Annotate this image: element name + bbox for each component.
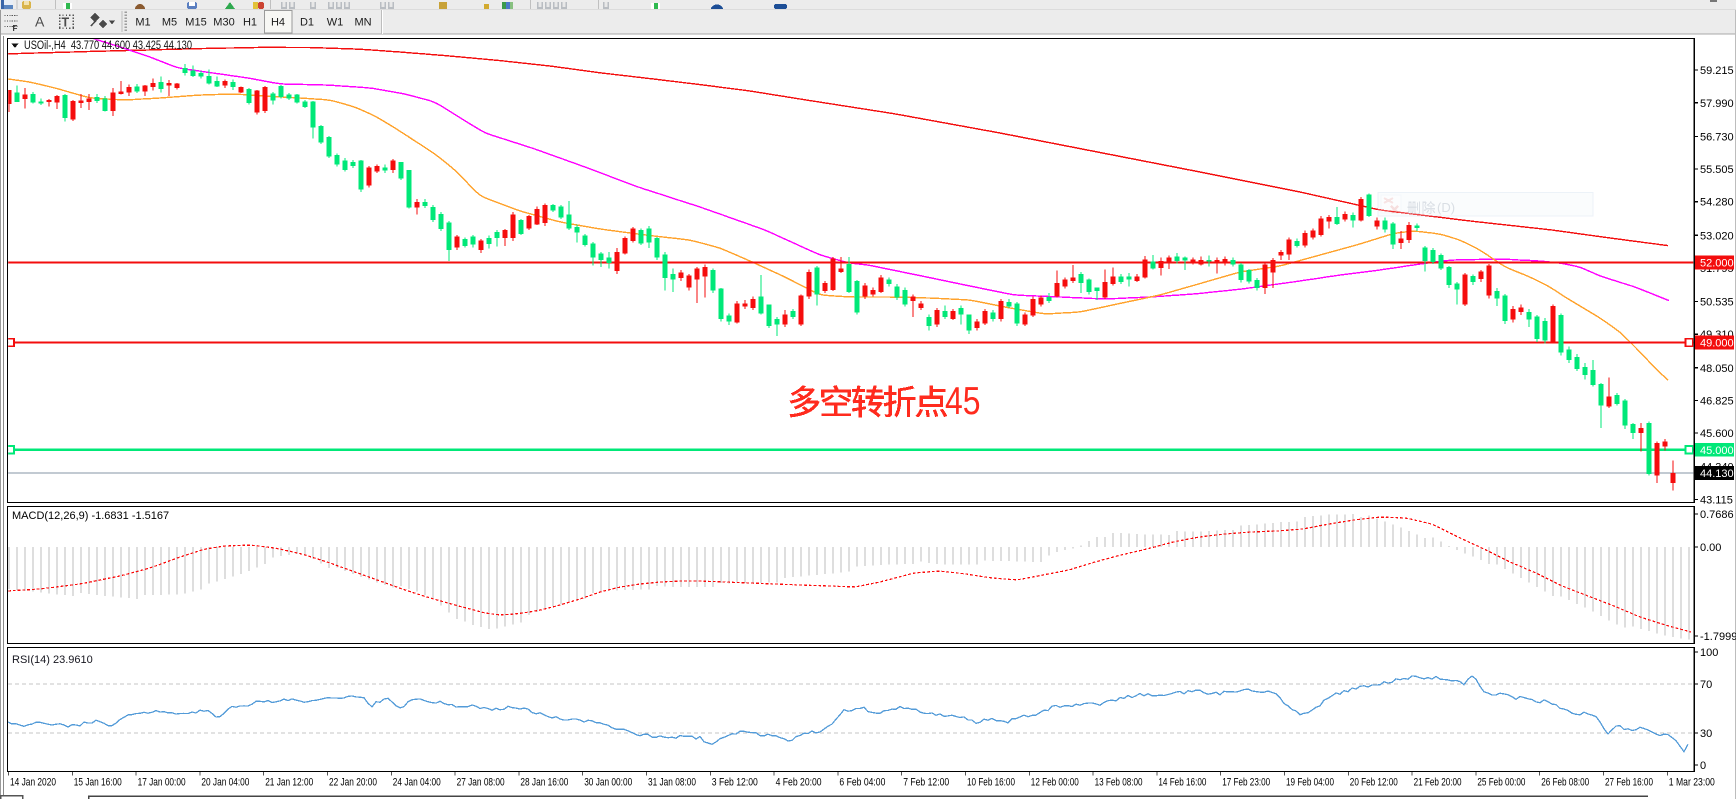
svg-text:D1: D1 bbox=[300, 17, 314, 29]
svg-text:48.050: 48.050 bbox=[1700, 363, 1734, 375]
svg-text:55.505: 55.505 bbox=[1700, 164, 1734, 176]
svg-text:1 Mar 23:00: 1 Mar 23:00 bbox=[1669, 777, 1715, 789]
svg-text:-1.7999: -1.7999 bbox=[1700, 631, 1736, 643]
svg-text:21 Jan 12:00: 21 Jan 12:00 bbox=[265, 777, 313, 789]
svg-text:49.000: 49.000 bbox=[1700, 338, 1734, 350]
svg-text:22 Jan 20:00: 22 Jan 20:00 bbox=[329, 777, 377, 789]
svg-text:RSI(14) 23.9610: RSI(14) 23.9610 bbox=[12, 654, 93, 666]
svg-text:52.000: 52.000 bbox=[1700, 258, 1734, 270]
svg-text:MACD(12,26,9) -1.6831 -1.5167: MACD(12,26,9) -1.6831 -1.5167 bbox=[12, 510, 169, 522]
svg-text:21 Feb 20:00: 21 Feb 20:00 bbox=[1414, 777, 1462, 789]
svg-text:MN: MN bbox=[354, 17, 371, 29]
svg-text:45.000: 45.000 bbox=[1700, 445, 1734, 457]
svg-text:10 Feb 16:00: 10 Feb 16:00 bbox=[967, 777, 1015, 789]
svg-text:M1: M1 bbox=[135, 17, 150, 29]
svg-text:M15: M15 bbox=[185, 17, 206, 29]
svg-text:6 Feb 04:00: 6 Feb 04:00 bbox=[839, 777, 885, 789]
svg-text:44.130: 44.130 bbox=[1700, 468, 1734, 480]
svg-text:M5: M5 bbox=[162, 17, 177, 29]
svg-text:100: 100 bbox=[1700, 647, 1718, 659]
svg-text:30 Jan 00:00: 30 Jan 00:00 bbox=[584, 777, 632, 789]
svg-text:27 Jan 08:00: 27 Jan 08:00 bbox=[457, 777, 505, 789]
svg-text:14 Jan 2020: 14 Jan 2020 bbox=[10, 777, 56, 789]
svg-text:31 Jan 08:00: 31 Jan 08:00 bbox=[648, 777, 696, 789]
svg-text:56.730: 56.730 bbox=[1700, 131, 1734, 143]
svg-text:USOil-,H4 43.770 44.600 43.42: USOil-,H4 43.770 44.600 43.425 44.130 bbox=[24, 40, 192, 52]
svg-text:W1: W1 bbox=[327, 17, 344, 29]
svg-text:45: 45 bbox=[945, 380, 981, 423]
svg-text:45.600: 45.600 bbox=[1700, 428, 1734, 440]
svg-text:28 Jan 16:00: 28 Jan 16:00 bbox=[520, 777, 568, 789]
svg-text:4 Feb 20:00: 4 Feb 20:00 bbox=[776, 777, 822, 789]
svg-text:43.115: 43.115 bbox=[1700, 494, 1733, 506]
svg-text:3 Feb 12:00: 3 Feb 12:00 bbox=[712, 777, 758, 789]
svg-text:0.00: 0.00 bbox=[1700, 542, 1721, 554]
svg-text:15 Jan 16:00: 15 Jan 16:00 bbox=[74, 777, 122, 789]
svg-text:57.990: 57.990 bbox=[1700, 98, 1734, 110]
svg-text:0: 0 bbox=[1700, 760, 1706, 772]
svg-text:19 Feb 04:00: 19 Feb 04:00 bbox=[1286, 777, 1334, 789]
svg-text:30: 30 bbox=[1700, 728, 1712, 740]
svg-text:25 Feb 00:00: 25 Feb 00:00 bbox=[1477, 777, 1525, 789]
svg-text:13 Feb 08:00: 13 Feb 08:00 bbox=[1095, 777, 1143, 789]
svg-text:54.280: 54.280 bbox=[1700, 197, 1734, 209]
svg-text:20 Jan 04:00: 20 Jan 04:00 bbox=[201, 777, 249, 789]
svg-text:7 Feb 12:00: 7 Feb 12:00 bbox=[903, 777, 949, 789]
svg-text:H4: H4 bbox=[271, 17, 285, 29]
svg-text:F: F bbox=[13, 24, 18, 33]
svg-text:A: A bbox=[35, 14, 45, 30]
svg-text:H1: H1 bbox=[243, 17, 257, 29]
svg-text:59.215: 59.215 bbox=[1700, 65, 1734, 77]
svg-text:26 Feb 08:00: 26 Feb 08:00 bbox=[1541, 777, 1589, 789]
svg-text:17 Jan 00:00: 17 Jan 00:00 bbox=[138, 777, 186, 789]
svg-text:0.7686: 0.7686 bbox=[1700, 509, 1734, 521]
svg-text:50.535: 50.535 bbox=[1700, 297, 1734, 309]
svg-text:M30: M30 bbox=[213, 17, 234, 29]
svg-text:46.825: 46.825 bbox=[1700, 396, 1734, 408]
svg-text:27 Feb 16:00: 27 Feb 16:00 bbox=[1605, 777, 1653, 789]
svg-text:T: T bbox=[62, 16, 70, 30]
svg-text:53.020: 53.020 bbox=[1700, 230, 1734, 242]
svg-text:14 Feb 16:00: 14 Feb 16:00 bbox=[1158, 777, 1206, 789]
svg-text:12 Feb 00:00: 12 Feb 00:00 bbox=[1031, 777, 1079, 789]
svg-text:20 Feb 12:00: 20 Feb 12:00 bbox=[1350, 777, 1398, 789]
svg-text:24 Jan 04:00: 24 Jan 04:00 bbox=[393, 777, 441, 789]
svg-text:(D): (D) bbox=[1437, 200, 1455, 215]
svg-text:17 Feb 23:00: 17 Feb 23:00 bbox=[1222, 777, 1270, 789]
svg-text:70: 70 bbox=[1700, 679, 1712, 691]
